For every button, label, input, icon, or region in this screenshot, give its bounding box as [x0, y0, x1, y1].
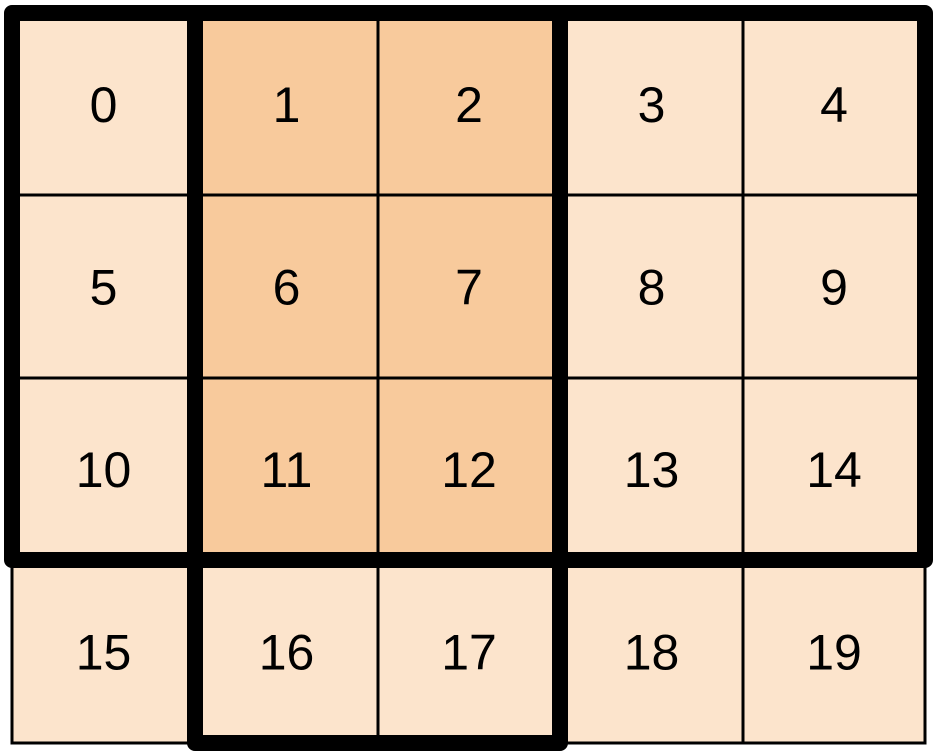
- cell-label: 15: [76, 625, 132, 681]
- grid-cell: [741, 558, 927, 745]
- cell-label: 13: [624, 442, 680, 498]
- cell-label: 12: [441, 442, 497, 498]
- grid-cell-highlighted: [376, 193, 562, 380]
- cell-label: 8: [638, 260, 666, 316]
- grid-cell: [558, 376, 745, 562]
- grid-cell-highlighted: [193, 376, 380, 562]
- cell-label: 1: [273, 77, 301, 133]
- grid-cell: [376, 558, 562, 745]
- cell-label: 17: [441, 625, 497, 681]
- grid-cell: [558, 558, 745, 745]
- cell-label: 19: [806, 625, 862, 681]
- cell-label: 16: [259, 625, 315, 681]
- cell-label: 11: [261, 442, 313, 498]
- cell-label: 0: [90, 77, 118, 133]
- grid-cell: [741, 193, 927, 380]
- cell-label: 14: [806, 442, 862, 498]
- grid-cell: [10, 11, 197, 197]
- cell-label: 6: [273, 260, 301, 316]
- grid-cell: [10, 558, 197, 745]
- cell-label: 10: [76, 442, 132, 498]
- cell-label: 2: [455, 77, 483, 133]
- bold-region-1: [187, 5, 568, 751]
- grid-cell-highlighted: [193, 11, 380, 197]
- cell-label: 4: [820, 77, 848, 133]
- cell-label: 7: [455, 260, 483, 316]
- cell-label: 5: [90, 260, 118, 316]
- cell-label: 18: [624, 625, 680, 681]
- cell-label: 9: [820, 260, 848, 316]
- cell-label: 3: [638, 77, 666, 133]
